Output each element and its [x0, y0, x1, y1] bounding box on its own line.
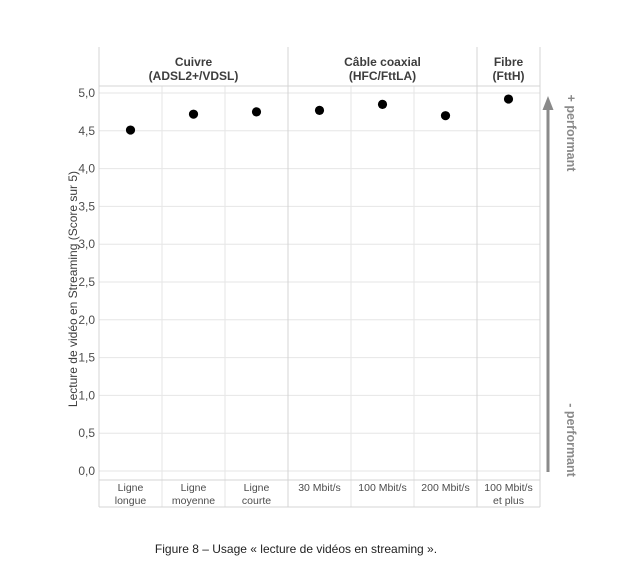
- data-point: [377, 99, 388, 109]
- bottom-performance-label: - performant: [564, 403, 578, 477]
- y-tick-label: 0,0: [78, 464, 95, 478]
- y-tick-label: 4,5: [78, 124, 95, 138]
- x-tick-label: 100 Mbit/s: [358, 482, 406, 494]
- group-header-title: Câble coaxial: [344, 55, 421, 69]
- data-point: [188, 109, 199, 119]
- group-header-subtitle: (FttH): [493, 69, 525, 83]
- x-tick-label: et plus: [493, 495, 524, 507]
- y-axis-label: Lecture de vidéo en Streaming (Score sur…: [66, 171, 80, 407]
- x-tick-label: courte: [242, 495, 271, 507]
- x-tick-label: 200 Mbit/s: [421, 482, 469, 494]
- data-point: [314, 105, 325, 115]
- data-point: [125, 125, 136, 135]
- y-tick-label: 3,0: [78, 237, 95, 251]
- y-tick-label: 3,5: [78, 199, 95, 213]
- y-tick-label: 0,5: [78, 426, 95, 440]
- y-tick-label: 1,0: [78, 388, 95, 402]
- group-header-subtitle: (HFC/FttLA): [349, 69, 416, 83]
- x-tick-label: moyenne: [172, 495, 215, 507]
- group-header-subtitle: (ADSL2+/VDSL): [149, 69, 239, 83]
- data-points: [125, 94, 514, 135]
- x-tick-label: 100 Mbit/s: [484, 482, 532, 494]
- y-tick-label: 2,5: [78, 275, 95, 289]
- grid: [99, 86, 540, 507]
- y-axis-ticks: 0,0 0,5 1,0 1,5 2,0 2,5 3,0 3,5 4,0 4,5 5,0: [78, 86, 95, 478]
- x-tick-label: Ligne: [244, 482, 270, 494]
- data-point: [251, 107, 262, 117]
- group-headers: Cuivre(ADSL2+/VDSL) Câble coaxial(HFC/Ftt…: [149, 55, 525, 83]
- performance-arrow: [542, 96, 554, 472]
- y-tick-label: 1,5: [78, 351, 95, 365]
- x-tick-label: Ligne: [181, 482, 207, 494]
- plot-frame: [98, 47, 541, 508]
- x-tick-label: longue: [115, 495, 147, 507]
- y-tick-label: 2,0: [78, 313, 95, 327]
- top-performance-label: + performant: [564, 95, 578, 173]
- x-tick-label: 30 Mbit/s: [298, 482, 341, 494]
- y-tick-label: 4,0: [78, 162, 95, 176]
- performance-arrow-head: [542, 96, 554, 110]
- x-tick-label: Ligne: [118, 482, 144, 494]
- y-tick-label: 5,0: [78, 86, 95, 100]
- figure-caption: Figure 8 – Usage « lecture de vidéos en …: [155, 542, 437, 556]
- data-point: [440, 111, 451, 121]
- group-header-title: Fibre: [494, 55, 524, 69]
- group-header-title: Cuivre: [175, 55, 213, 69]
- data-point: [503, 94, 514, 104]
